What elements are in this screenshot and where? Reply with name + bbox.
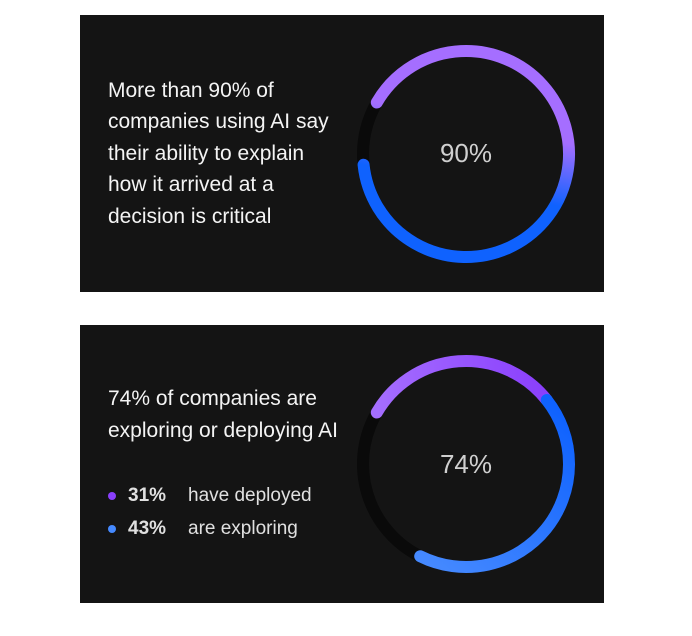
card-title: More than 90% of companies using AI say … bbox=[108, 75, 356, 233]
legend-row-exploring: 43% are exploring bbox=[108, 513, 356, 545]
card-text-column: 74% of companies are exploring or deploy… bbox=[108, 383, 356, 545]
legend-pct-exploring: 43% bbox=[128, 513, 184, 545]
legend-dot-exploring bbox=[108, 525, 116, 533]
donut-chart-adoption: 74% bbox=[356, 354, 576, 574]
legend-label-deployed: have deployed bbox=[188, 480, 312, 512]
card-text-column: More than 90% of companies using AI say … bbox=[108, 75, 356, 233]
donut-center-label: 90% bbox=[356, 44, 576, 264]
legend-dot-deployed bbox=[108, 492, 116, 500]
legend-row-deployed: 31% have deployed bbox=[108, 480, 356, 512]
legend-label-exploring: are exploring bbox=[188, 513, 298, 545]
legend: 31% have deployed 43% are exploring bbox=[108, 480, 356, 545]
donut-center-label: 74% bbox=[356, 354, 576, 574]
donut-chart-explainability: 90% bbox=[356, 44, 576, 264]
legend-pct-deployed: 31% bbox=[128, 480, 184, 512]
card-adoption: 74% of companies are exploring or deploy… bbox=[80, 325, 604, 603]
card-title: 74% of companies are exploring or deploy… bbox=[108, 383, 356, 446]
card-explainability: More than 90% of companies using AI say … bbox=[80, 15, 604, 292]
